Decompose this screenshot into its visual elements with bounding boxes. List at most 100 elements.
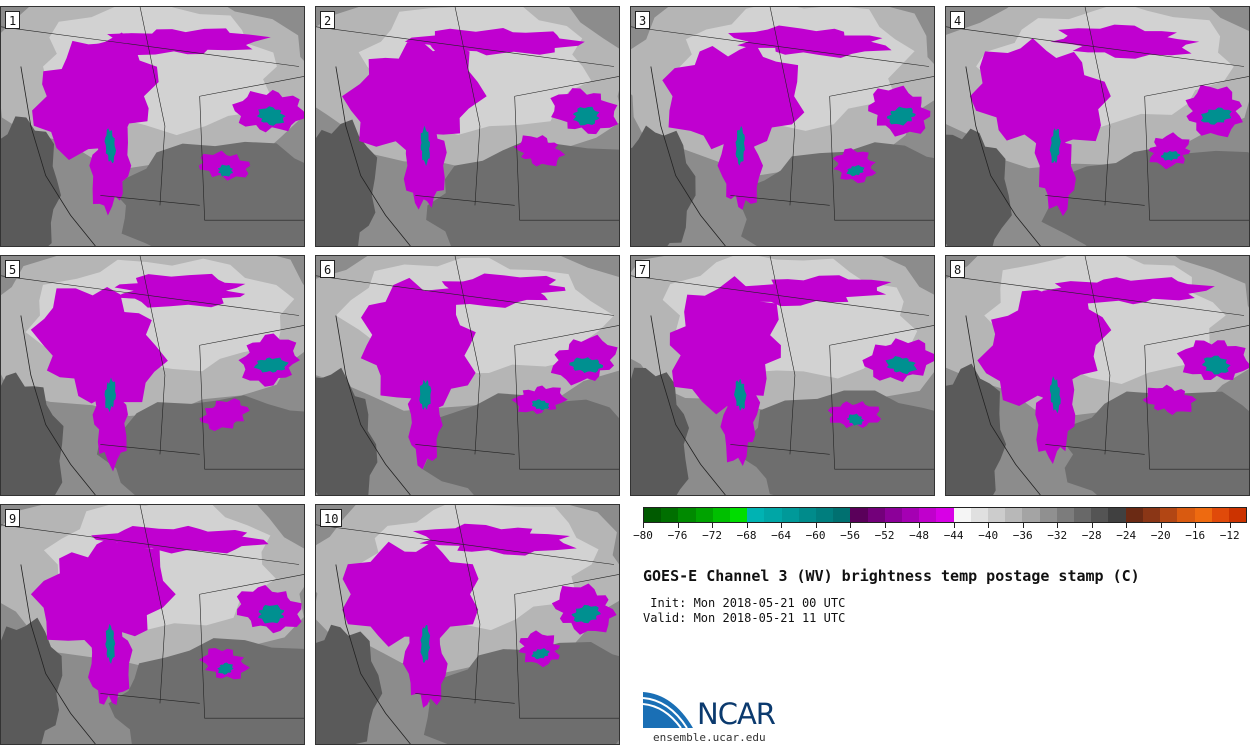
colorbar-segment — [712, 508, 731, 522]
colorbar-segment — [1039, 508, 1057, 522]
colorbar-segment — [1074, 508, 1092, 522]
colorbar-segment — [798, 508, 817, 522]
colorbar-tick — [643, 523, 644, 528]
water-vapor-map — [316, 505, 619, 744]
colorbar-segment — [970, 508, 989, 522]
colorbar-segment — [1160, 508, 1178, 522]
colorbar-tick — [884, 523, 886, 528]
colorbar-segment — [1194, 508, 1212, 522]
water-vapor-map — [946, 7, 1249, 246]
colorbar-segment — [730, 508, 748, 522]
water-vapor-map — [1, 505, 304, 744]
ensemble-panel-5: 5 — [0, 255, 305, 496]
colorbar-segment — [816, 508, 834, 522]
colorbar-tick-label: −16 — [1185, 529, 1206, 542]
colorbar-segment — [850, 508, 868, 522]
colorbar-tick — [1057, 523, 1059, 528]
colorbar-segment — [695, 508, 713, 522]
colorbar-segment — [747, 508, 765, 522]
water-vapor-map — [631, 256, 934, 495]
panel-label: 9 — [5, 509, 21, 527]
ensemble-panel-1: 1 — [0, 6, 305, 247]
colorbar-tick-label: −64 — [771, 529, 791, 542]
colorbar-tick-label: −60 — [805, 529, 826, 542]
colorbar-tick-label: −24 — [1116, 529, 1137, 542]
colorbar-tick-label: −68 — [736, 529, 757, 542]
colorbar-segment — [1228, 508, 1247, 522]
colorbar-tick — [1022, 523, 1024, 528]
colorbar-tick — [953, 523, 955, 528]
colorbar-tick — [746, 523, 748, 528]
water-vapor-map — [1, 256, 304, 495]
colorbar-segment — [644, 508, 662, 522]
valid-time: Valid: Mon 2018-05-21 11 UTC — [643, 611, 846, 625]
panel-label: 5 — [5, 260, 21, 278]
colorbar-tick-label: −76 — [667, 529, 688, 542]
water-vapor-map — [946, 256, 1249, 495]
colorbar-segment — [678, 508, 696, 522]
colorbar-segment — [867, 508, 885, 522]
colorbar-tick — [712, 523, 714, 528]
colorbar-ticks: −80 −76 −72 −68 −64 −60 −56 −52 −48 −44 −40 −36 −32−… — [633, 523, 1247, 547]
colorbar-segment — [781, 508, 799, 522]
colorbar-tick-label: −56 — [840, 529, 861, 542]
colorbar-tick-label: −36 — [1012, 529, 1033, 542]
ensemble-panel-7: 7 — [630, 255, 935, 496]
water-vapor-map — [1, 7, 304, 246]
colorbar-segment — [1177, 508, 1195, 522]
ensemble-panel-6: 6 — [315, 255, 620, 496]
water-vapor-map — [631, 7, 934, 246]
colorbar-tick — [1160, 523, 1162, 528]
ncar-logo-icon — [643, 692, 693, 729]
colorbar-tick-label: −72 — [702, 529, 722, 542]
colorbar-tick-label: −12 — [1219, 529, 1240, 542]
colorbar-tick — [781, 523, 783, 528]
colorbar-tick-label: −48 — [909, 529, 930, 542]
panel-label: 8 — [950, 260, 966, 278]
ensemble-panel-10: 10 — [315, 504, 620, 745]
colorbar-segment — [1125, 508, 1143, 522]
ensemble-panel-3: 3 — [630, 6, 935, 247]
panel-label: 7 — [635, 260, 651, 278]
colorbar-segment — [1211, 508, 1229, 522]
colorbar-segment — [884, 508, 903, 522]
colorbar-segment — [919, 508, 937, 522]
colorbar-tick — [1091, 523, 1093, 528]
panel-label: 4 — [950, 11, 966, 29]
colorbar-segment — [833, 508, 851, 522]
init-time: Init: Mon 2018-05-21 00 UTC — [643, 596, 846, 610]
colorbar-segment — [661, 508, 679, 522]
colorbar-tick — [850, 523, 852, 528]
colorbar-tick — [1126, 523, 1128, 528]
colorbar — [643, 507, 1247, 523]
panel-label: 1 — [5, 11, 21, 29]
colorbar-tick — [1195, 523, 1197, 528]
panel-label: 6 — [320, 260, 336, 278]
colorbar-tick-label: −52 — [874, 529, 895, 542]
colorbar-tick — [988, 523, 990, 528]
colorbar-tick — [919, 523, 921, 528]
colorbar-segment — [1108, 508, 1126, 522]
panel-label: 10 — [320, 509, 343, 527]
colorbar-tick-label: −32 — [1047, 529, 1068, 542]
site-url: ensemble.ucar.edu — [653, 731, 766, 744]
colorbar-tick-label: −20 — [1150, 529, 1171, 542]
colorbar-tick-label: −40 — [978, 529, 999, 542]
ensemble-panel-8: 8 — [945, 255, 1250, 496]
water-vapor-map — [316, 256, 619, 495]
ensemble-panel-9: 9 — [0, 504, 305, 745]
ensemble-panel-4: 4 — [945, 6, 1250, 247]
colorbar-segment — [936, 508, 954, 522]
page-title: GOES-E Channel 3 (WV) brightness temp po… — [643, 567, 1140, 585]
logo-text: NCAR — [697, 697, 776, 731]
panel-label: 3 — [635, 11, 651, 29]
colorbar-tick-label: −44 — [943, 529, 964, 542]
colorbar-segment — [988, 508, 1006, 522]
panel-label: 2 — [320, 11, 336, 29]
colorbar-segment — [902, 508, 920, 522]
colorbar-tick-label: −80 — [633, 529, 653, 542]
colorbar-segment — [1091, 508, 1109, 522]
colorbar-tick — [677, 523, 679, 528]
colorbar-tick — [1229, 523, 1231, 528]
colorbar-tick-label: −28 — [1081, 529, 1102, 542]
